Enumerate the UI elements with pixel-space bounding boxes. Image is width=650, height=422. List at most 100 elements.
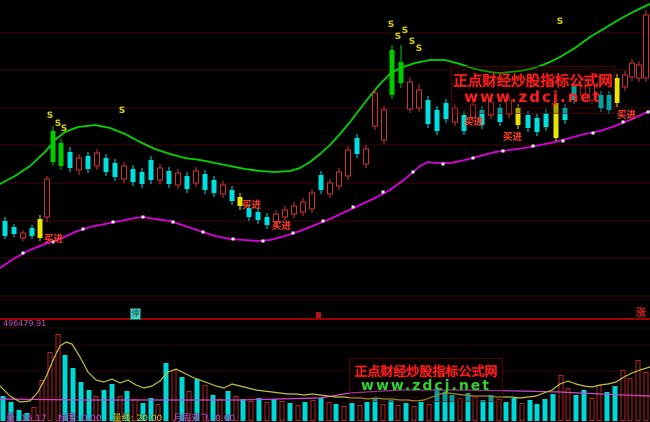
volume-bar (86, 390, 92, 421)
candle (497, 108, 503, 122)
volume-bar (511, 398, 517, 421)
volume-bar (279, 401, 285, 421)
volume-bar (163, 363, 169, 421)
sell-signal-marker: S (409, 37, 415, 47)
volume-bar (240, 399, 246, 421)
candle (622, 74, 628, 88)
candle (211, 180, 217, 193)
band-marker-dot (201, 230, 205, 234)
buy-signal-label: 买进 (464, 116, 484, 128)
sell-signal-marker: S (119, 106, 125, 116)
candle (67, 152, 73, 168)
volume-bar (449, 395, 455, 421)
buy-signal-label: 买进 (242, 199, 262, 211)
candle (553, 103, 559, 138)
status-item-0: 量: 16.17 (6, 414, 47, 422)
volume-bar (573, 395, 579, 421)
candle (606, 95, 612, 110)
volume-bar (70, 368, 76, 421)
volume-bar (364, 402, 370, 421)
volume-bar (225, 391, 231, 421)
candle (345, 149, 351, 177)
volume-bar (55, 334, 61, 421)
candle (407, 81, 413, 110)
candle (372, 92, 378, 127)
buy-signal-label: 买进 (617, 109, 637, 121)
volume-bar (488, 395, 494, 421)
candle (273, 213, 279, 223)
candle (300, 201, 306, 213)
volume-bar (140, 403, 146, 421)
volume-bar (93, 396, 99, 421)
status-item-2: 量线: 20.00 (112, 414, 163, 422)
volume-bar (233, 396, 239, 421)
sell-signal-marker: S (61, 124, 67, 134)
candle (103, 158, 109, 172)
divider-tick (316, 312, 321, 318)
volume-bar (16, 410, 22, 421)
candle (112, 163, 118, 177)
band-marker-dot (231, 237, 235, 241)
volume-bar (349, 403, 355, 421)
band-marker-dot (531, 144, 535, 148)
candle (534, 118, 540, 132)
candle (643, 14, 649, 79)
volume-bar (186, 391, 192, 421)
candle (139, 172, 145, 184)
candle (461, 115, 467, 131)
candle (44, 178, 50, 218)
volume-bar (503, 402, 509, 421)
candle (94, 152, 100, 167)
pause-icon[interactable]: 停 (130, 308, 141, 320)
candle (246, 208, 252, 217)
volume-bar (271, 399, 277, 421)
candle (381, 109, 387, 141)
volume-bar (496, 399, 502, 421)
volume-bar (395, 405, 401, 421)
volume-bar (472, 397, 478, 421)
candle (50, 131, 56, 162)
band-marker-dot (561, 139, 565, 143)
band-marker-dot (51, 240, 55, 244)
candle (76, 157, 82, 171)
volume-bar (62, 355, 68, 421)
volume-bar (341, 406, 347, 421)
volume-bar (558, 375, 564, 421)
volume-bar (480, 400, 486, 421)
volume-bar (124, 391, 130, 421)
volume-bar (465, 393, 471, 421)
volume-bar (457, 398, 463, 421)
sell-signal-marker: S (47, 111, 53, 121)
volume-bar (287, 403, 293, 421)
volume-bar (310, 400, 316, 421)
candle (309, 192, 315, 210)
band-marker-dot (171, 220, 175, 224)
candle (20, 232, 26, 239)
volume-bar (411, 406, 417, 421)
status-item-1: 标围: 0.00 (57, 414, 102, 422)
candle (614, 78, 620, 103)
volume-bar (248, 401, 254, 421)
volume-bar (581, 390, 587, 421)
volume-bar (589, 398, 595, 421)
volume-scale-value: 496479.91 (3, 319, 47, 328)
band-marker-dot (646, 110, 650, 114)
candle (318, 175, 324, 190)
band-marker-dot (411, 170, 415, 174)
candle (470, 104, 476, 119)
volume-bar (155, 404, 161, 421)
volume-bar (179, 377, 185, 421)
candle (571, 85, 577, 100)
candle (488, 101, 494, 116)
candle (264, 217, 270, 225)
candle (255, 212, 261, 220)
volume-bar (0, 396, 6, 421)
band-marker-dot (21, 251, 25, 255)
band-marker-dot (381, 190, 385, 194)
band-marker-dot (441, 162, 445, 166)
volume-bar (442, 392, 448, 421)
candle (636, 64, 642, 79)
candle (425, 100, 431, 124)
sell-signal-marker: S (388, 20, 394, 30)
